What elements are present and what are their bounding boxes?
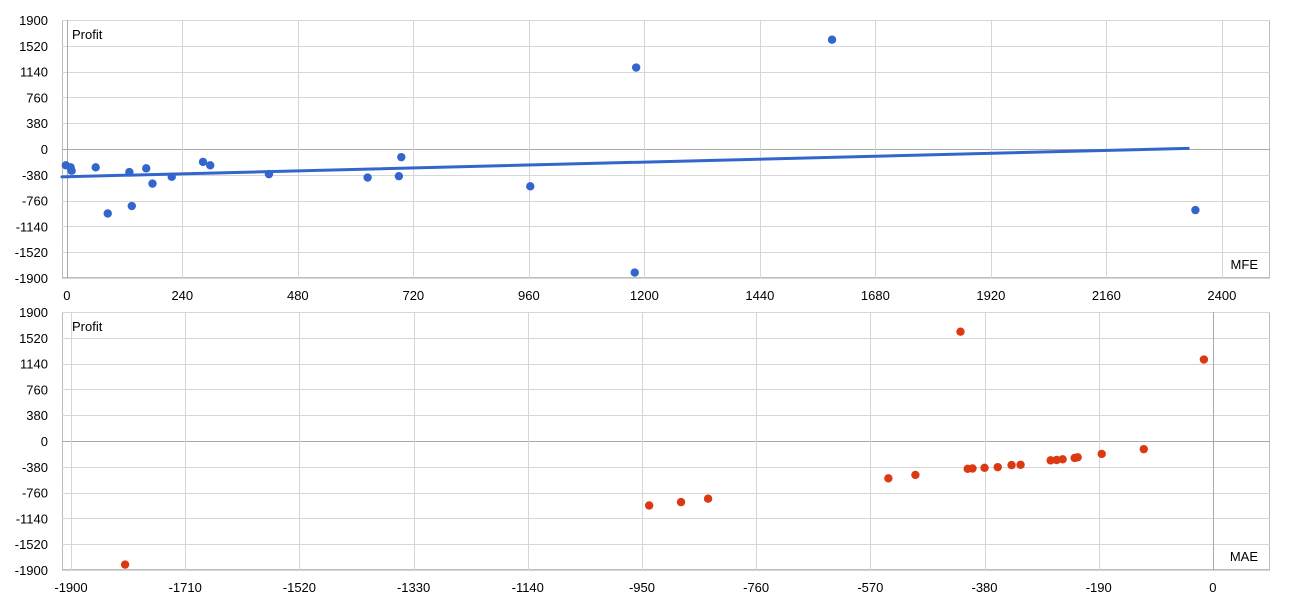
mfe-x-tick-label: 1920 [976,288,1005,303]
mae-data-point [120,560,130,569]
mae-x-tick-label: -760 [743,580,769,595]
mae-x-tick-label: -1710 [169,580,202,595]
mfe-y-tick-label: 1900 [19,13,48,28]
mfe-data-point [631,63,641,72]
mae-data-point [1199,355,1209,364]
mfe-data-point [67,166,76,175]
mfe-y-tick-label: -760 [22,194,48,209]
mfe-profit-scatter-chart: Profit MFE 1900 1520 1140 760 380 0 -380 -760 -1… [15,13,1270,303]
mfe-y-tick-label: 1140 [20,65,48,80]
mfe-y-tick-label: 0 [41,142,48,157]
mae-x-tick-label: -570 [857,580,883,595]
mae-x-tick-label: -1330 [397,580,430,595]
mfe-data-point [363,173,372,182]
mae-x-tick-label: -190 [1086,580,1112,595]
mae-x-tick-label: -1520 [283,580,316,595]
mfe-data-point [394,171,404,181]
mfe-x-tick-label: 240 [171,288,193,303]
mfe-data-point [630,268,639,277]
mae-y-tick-label: -1520 [15,537,48,552]
mae-data-point [980,463,989,473]
mfe-data-point [148,179,157,188]
mae-chart-xlabel: MAE [1230,549,1259,564]
mfe-y-tick-label: -1520 [15,245,48,260]
mae-y-tick-label: 0 [41,434,48,449]
mfe-x-tick-label: 1440 [745,288,774,303]
mfe-x-tick-label: 0 [63,288,70,303]
mae-y-tick-label: -380 [22,460,48,475]
mae-data-point [993,462,1002,472]
mfe-data-point [127,201,136,211]
mfe-x-tick-label: 720 [402,288,424,303]
mae-data-point [956,327,965,336]
mfe-y-tick-label: -380 [22,168,48,183]
mae-x-tick-label: -380 [972,580,998,595]
mae-y-tick-label: -760 [22,486,48,501]
mfe-data-point [397,152,406,162]
mae-data-point [644,501,654,510]
mae-data-point [968,464,977,473]
mfe-x-tick-label: 480 [287,288,309,303]
mae-data-point [1058,455,1067,464]
mae-data-point [703,494,713,503]
mae-y-tick-label: 380 [26,408,48,423]
mae-chart-ylabel: Profit [72,319,103,334]
mae-y-tick-label: -1140 [16,511,48,526]
mfe-data-point [142,164,151,173]
mfe-chart-ylabel: Profit [72,27,103,42]
mae-data-point [1016,460,1025,469]
mfe-data-point [91,163,100,172]
mfe-data-point [125,167,134,177]
mfe-y-tick-label: -1140 [16,219,48,234]
mfe-x-tick-label: 960 [518,288,540,303]
mae-data-point [676,497,686,507]
mfe-y-tick-label: 380 [26,116,48,131]
mae-y-tick-label: -1900 [15,563,48,578]
mfe-data-point [264,169,274,179]
mfe-data-point [103,209,112,218]
mfe-x-tick-label: 1200 [630,288,659,303]
mfe-y-tick-label: -1900 [15,271,48,286]
mae-y-tick-label: 1520 [19,331,48,346]
mae-data-point [884,474,893,483]
mae-data-point [1139,444,1148,454]
mfe-data-point [827,35,837,44]
mfe-data-point [198,157,208,167]
mfe-chart-xlabel: MFE [1231,257,1259,272]
mae-profit-scatter-chart: Profit MAE 1900 1520 1140 760 380 0 -380 -760 -1… [15,305,1270,595]
mfe-data-point [167,172,176,182]
mae-y-tick-label: 1900 [19,305,48,320]
mae-x-tick-label: 0 [1209,580,1216,595]
mae-y-tick-label: 1140 [20,357,48,372]
mfe-y-tick-label: 1520 [19,39,48,54]
mfe-trendline [60,146,1190,179]
mae-x-tick-label: -1900 [54,580,87,595]
mae-x-tick-label: -1140 [512,580,544,595]
mfe-data-point [1191,205,1200,215]
mfe-y-tick-label: 760 [26,90,48,105]
mfe-x-tick-label: 1680 [861,288,890,303]
mfe-x-tick-label: 2160 [1092,288,1121,303]
mae-data-point [1046,456,1055,465]
mae-data-point [1007,460,1016,470]
mfe-data-point [526,182,535,191]
mae-data-point [1073,453,1082,462]
mae-data-point [1097,449,1106,459]
mae-x-tick-label: -950 [629,580,655,595]
mae-data-point [911,470,920,480]
mae-y-tick-label: 760 [26,382,48,397]
mfe-data-point [206,161,215,170]
mfe-x-tick-label: 2400 [1207,288,1236,303]
